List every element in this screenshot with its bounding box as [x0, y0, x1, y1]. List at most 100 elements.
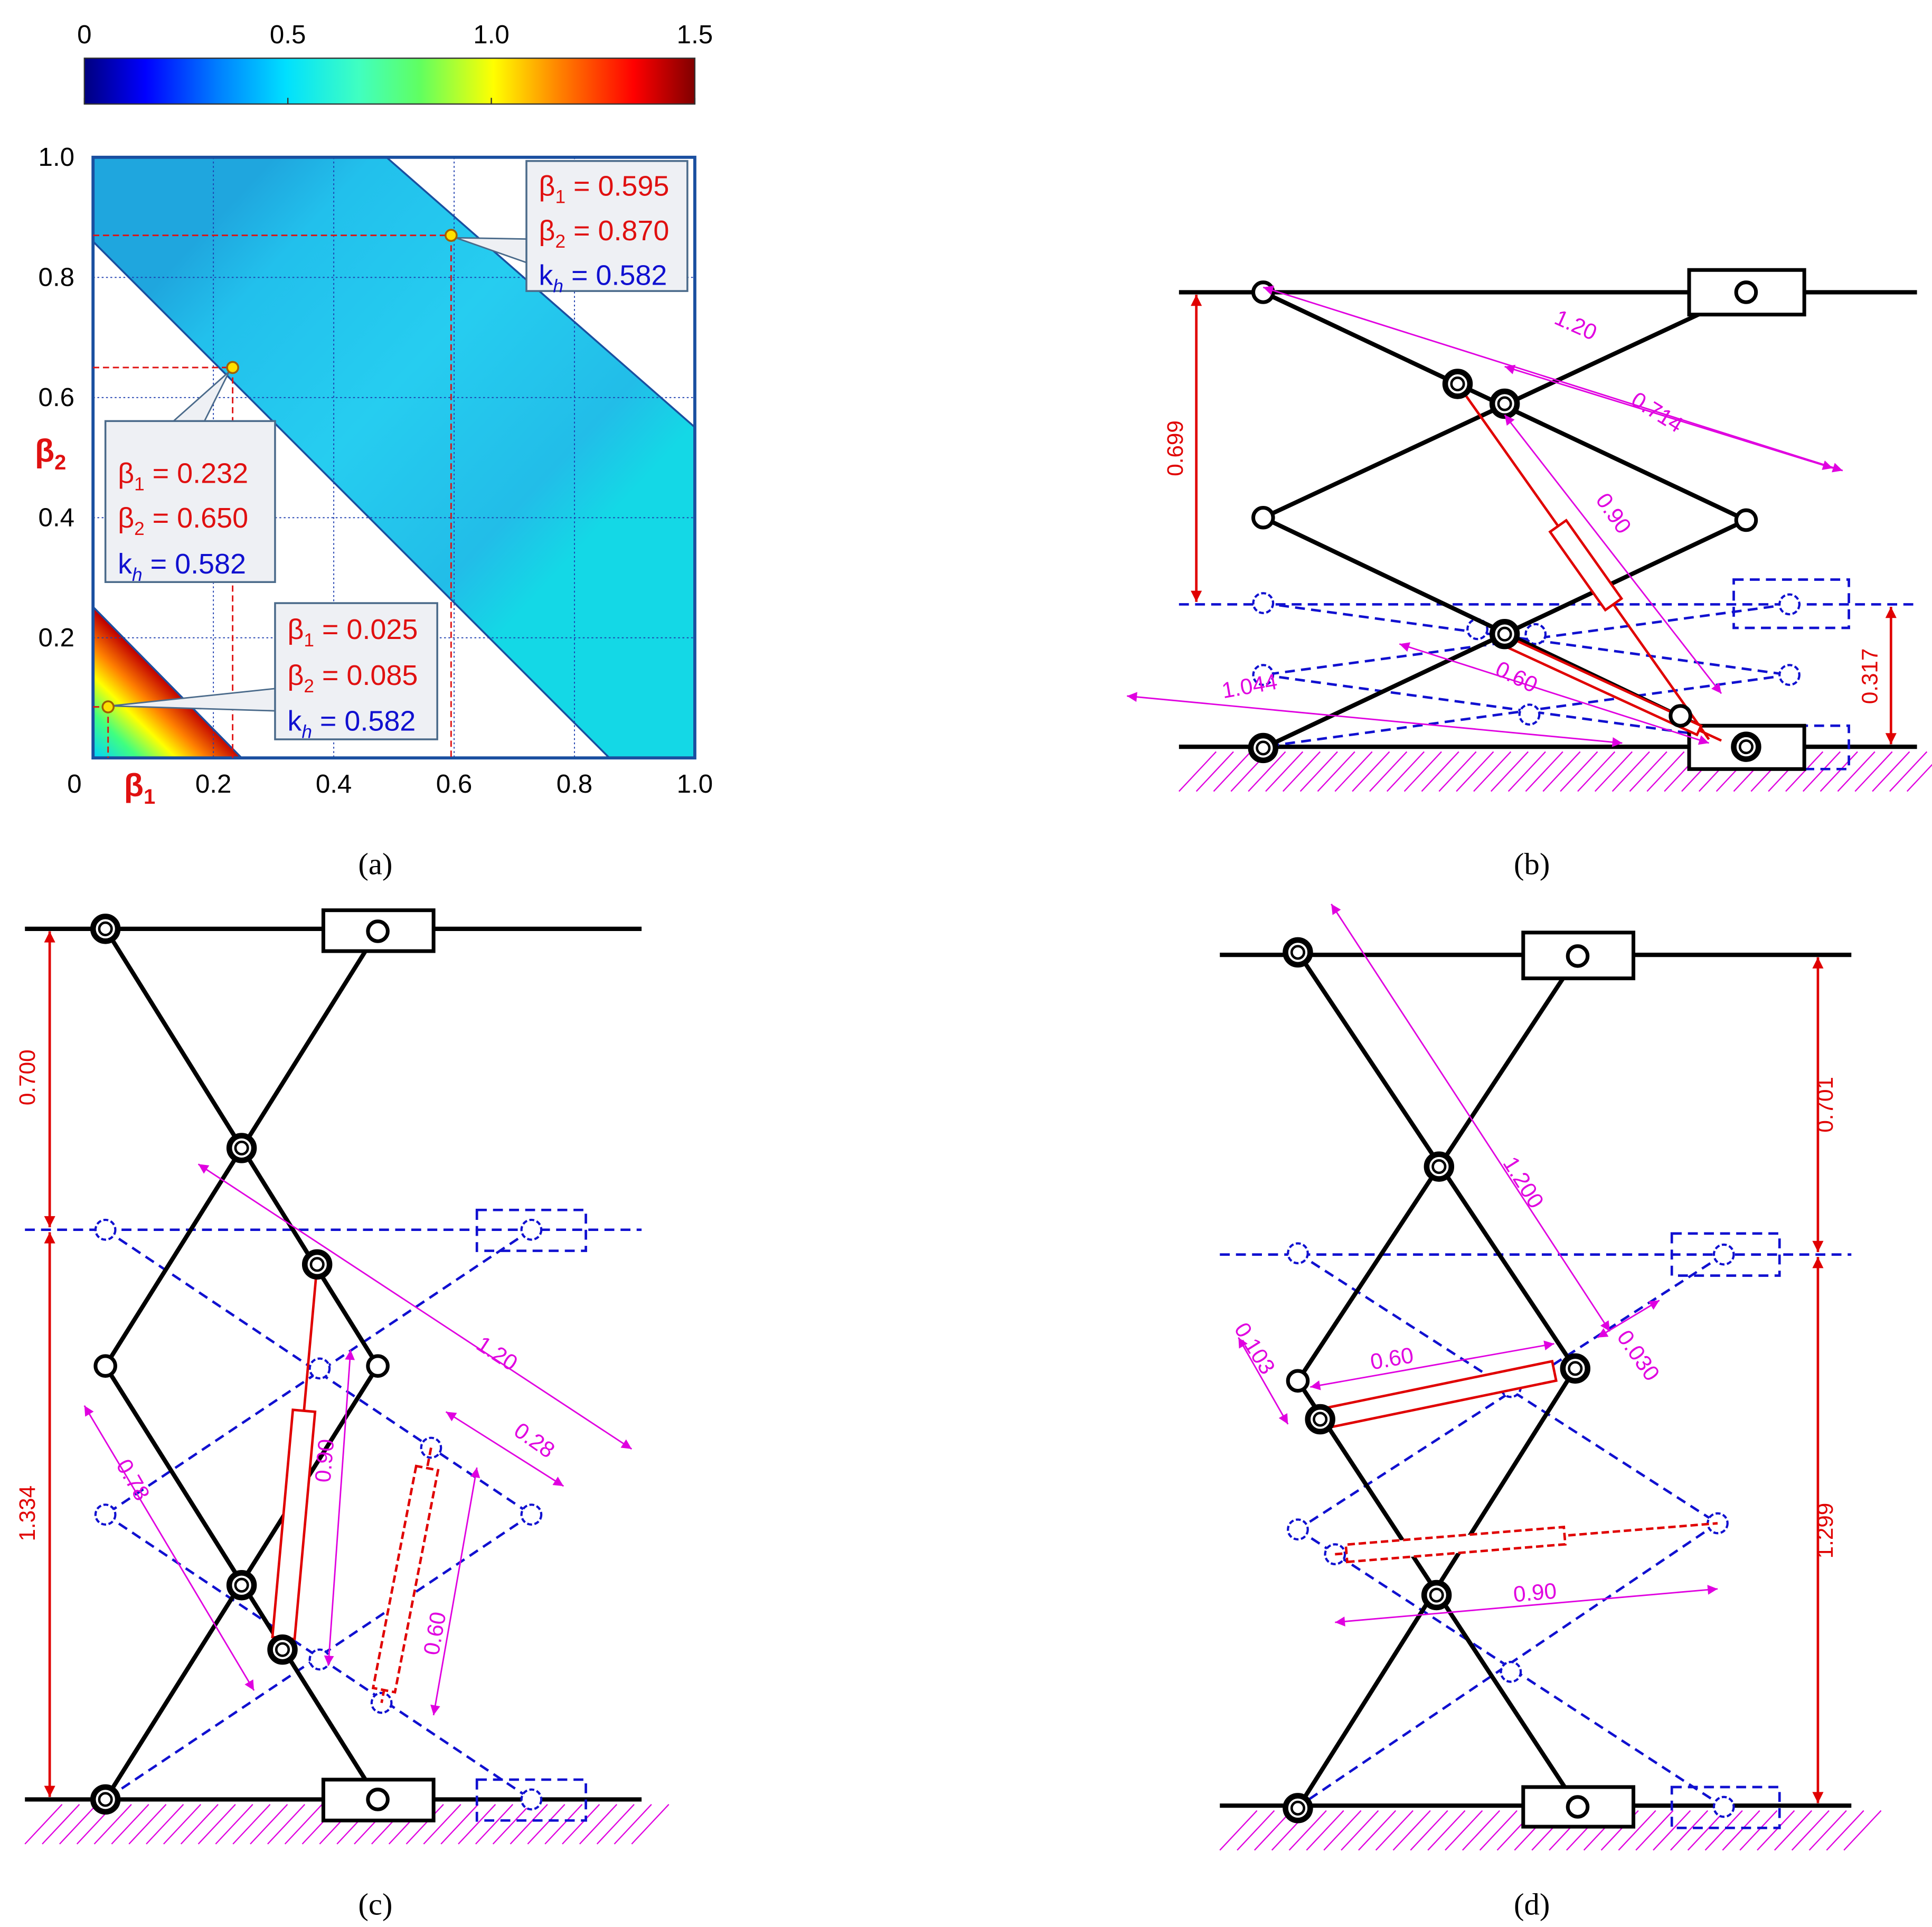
x-tick-label: 0.4 — [316, 769, 352, 798]
ground-hatch — [1837, 751, 1876, 792]
ground-hatch — [1808, 1810, 1847, 1851]
ground-hatch — [1369, 751, 1408, 792]
ground-hatch — [1479, 1810, 1518, 1851]
pin — [94, 1503, 117, 1526]
ground-hatch — [1219, 1810, 1258, 1851]
ground-hatch — [1421, 751, 1459, 792]
pin-inner — [98, 1792, 113, 1807]
ground-hatch — [579, 1804, 618, 1845]
ground-hatch — [1317, 751, 1355, 792]
ground-hatch — [250, 1804, 288, 1845]
callout-value: = 0.085 — [314, 660, 418, 691]
ground-hatch — [1653, 1810, 1691, 1851]
pin — [267, 1634, 298, 1665]
ground-hatch — [1646, 751, 1685, 792]
callout-text: kh = 0.582 — [539, 259, 667, 296]
pin — [1731, 731, 1761, 762]
pin-inner — [98, 921, 113, 936]
pin — [366, 1354, 390, 1378]
callout-value: = 0.595 — [566, 171, 669, 202]
actuator-cylinder — [1344, 1526, 1567, 1564]
axis-label-symbol: β — [35, 433, 54, 469]
callout-symbol: β — [539, 215, 555, 247]
ground-hatch — [1334, 751, 1373, 792]
dimension-label: 0.90 — [310, 1438, 338, 1483]
ground-hatch — [406, 1804, 444, 1845]
ground-hatch — [1843, 1810, 1882, 1851]
ground-hatch — [423, 1804, 461, 1845]
ground-hatch — [163, 1804, 202, 1845]
pin-inner — [234, 1140, 249, 1155]
dimension-line — [83, 1405, 255, 1691]
callout-symbol: k — [287, 706, 302, 737]
ground-hatch — [1410, 1810, 1448, 1851]
callout-subscript: 1 — [555, 187, 566, 208]
callout-text: β2 = 0.870 — [539, 215, 669, 252]
ground-hatch — [24, 1804, 63, 1845]
ground-hatch — [1179, 751, 1217, 792]
ground-hatch — [1248, 751, 1286, 792]
colorbar-tick-label: 0 — [77, 20, 91, 49]
ground-hatch — [1722, 1810, 1760, 1851]
ground-hatch — [1438, 751, 1477, 792]
ground-hatch — [1341, 1810, 1379, 1851]
dimension-label: 0.701 — [1813, 1077, 1837, 1133]
pin — [1287, 1242, 1309, 1265]
ground-hatch — [1618, 1810, 1656, 1851]
ground-hatch — [1237, 1810, 1275, 1851]
plot-frame — [91, 155, 696, 760]
pin — [366, 919, 390, 943]
colorbar — [83, 58, 696, 105]
colorbar-tick-label: 0.5 — [270, 20, 306, 49]
pin — [1252, 664, 1275, 686]
ground-hatch — [1629, 751, 1667, 792]
callout-subscript: 2 — [134, 519, 145, 539]
ground-hatch — [1427, 1810, 1466, 1851]
callout-subscript: h — [132, 565, 143, 585]
ground-hatch — [1299, 751, 1338, 792]
dimension-line — [1331, 904, 1611, 1332]
link-alt — [1297, 1528, 1724, 1808]
callout-box — [274, 602, 438, 740]
dimension-line — [1335, 1585, 1718, 1627]
ground-hatch — [1473, 751, 1512, 792]
axis-label: β1 — [124, 767, 155, 809]
ground-hatch — [232, 1804, 271, 1845]
callout-text: kh = 0.582 — [287, 706, 416, 742]
callout-subscript: h — [553, 276, 563, 296]
ground-hatch — [146, 1804, 184, 1845]
pin — [366, 1788, 390, 1811]
pin — [1287, 1518, 1309, 1541]
pin — [93, 1354, 117, 1378]
pin-inner — [275, 1642, 290, 1657]
ground-hatch — [1375, 1810, 1413, 1851]
callout-value: = 0.582 — [143, 548, 246, 580]
ground-hatch — [1560, 751, 1598, 792]
ground-hatch — [1386, 751, 1425, 792]
ground-hatch — [1872, 751, 1910, 792]
callout-subscript: h — [301, 722, 312, 742]
callout-value: = 0.025 — [314, 614, 418, 645]
ground-hatch — [1906, 764, 1932, 792]
ground-hatch — [1826, 1810, 1864, 1851]
ground-hatch — [1195, 751, 1234, 792]
dimension-line — [1238, 1337, 1289, 1425]
callout-value: = 0.582 — [563, 259, 667, 291]
pin — [94, 1218, 117, 1241]
ground-hatch — [180, 1804, 219, 1845]
slider-alt — [475, 1778, 587, 1822]
callout-subscript: 2 — [304, 676, 314, 697]
callout-text: kh = 0.582 — [118, 548, 246, 585]
pin — [1283, 937, 1313, 968]
ground-hatch — [1490, 751, 1529, 792]
callout-symbol: β — [287, 614, 304, 645]
ground-hatch — [1774, 1810, 1813, 1851]
ground-hatch — [614, 1804, 652, 1845]
dimension-label: 0.317 — [1858, 648, 1882, 704]
ground-hatch — [458, 1804, 496, 1845]
pin-inner — [1290, 945, 1306, 960]
ground-hatch — [1213, 751, 1251, 792]
ground-hatch — [42, 1804, 80, 1845]
